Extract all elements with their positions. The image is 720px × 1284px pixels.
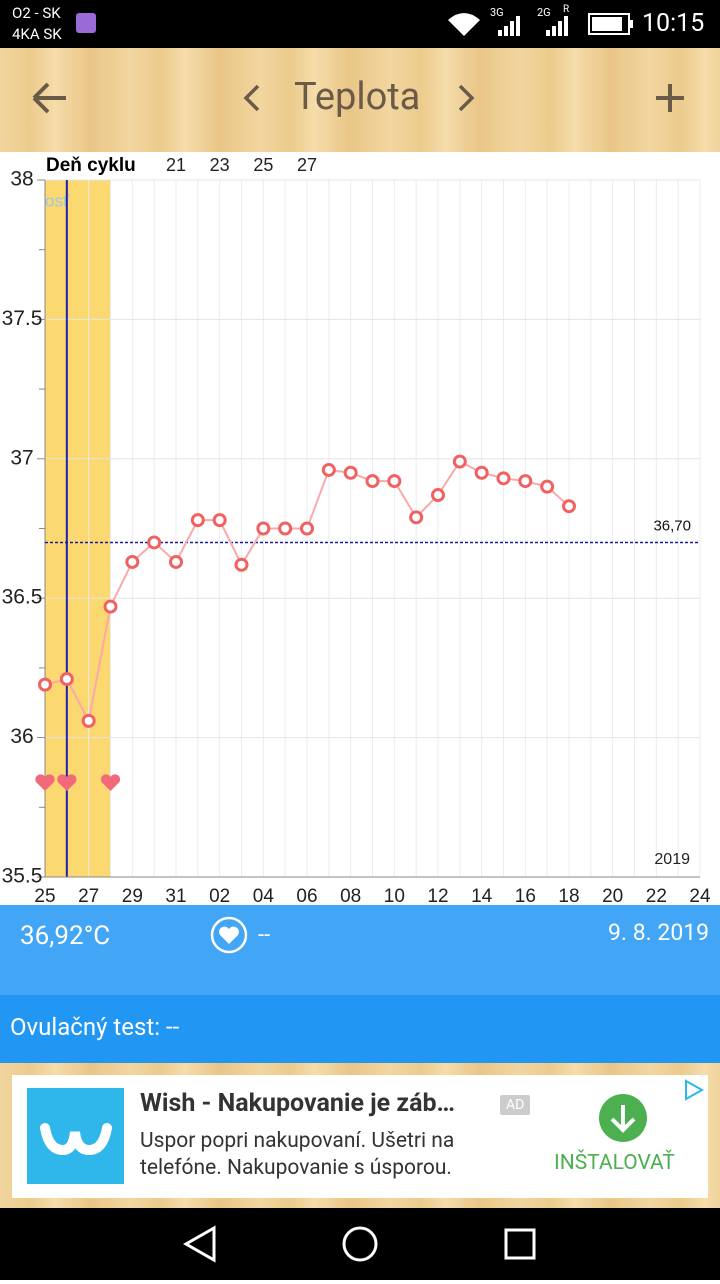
heart-icon xyxy=(100,774,121,791)
ad-badge: AD xyxy=(500,1095,531,1115)
x-tick-label: 31 xyxy=(165,886,186,905)
temperature-point xyxy=(343,465,358,480)
temperature-point xyxy=(147,535,162,550)
ad-logo xyxy=(27,1088,124,1184)
temperature-point xyxy=(562,499,576,514)
temperature-point xyxy=(540,479,555,494)
y-tick-label: 36.5 xyxy=(2,586,43,609)
ad-choices[interactable] xyxy=(682,1079,706,1101)
heart-icon xyxy=(35,774,55,791)
temperature-point xyxy=(81,713,96,728)
temperature-point xyxy=(409,510,424,525)
back-button[interactable] xyxy=(30,80,70,116)
x-tick-label: 12 xyxy=(427,886,448,905)
temperature-point xyxy=(256,521,271,536)
temperature-point xyxy=(431,488,445,503)
ad-area: Wish - Nakupovanie je záb… AD Uspor popr… xyxy=(0,1063,720,1208)
x-tick-label: 20 xyxy=(602,886,623,905)
toolbar-title: Teplota xyxy=(294,75,421,119)
cycle-day-label: 27 xyxy=(297,155,317,175)
nav-bar xyxy=(0,1208,720,1280)
temperature-point xyxy=(300,521,314,536)
x-tick-label: 10 xyxy=(384,886,405,905)
nav-recent[interactable] xyxy=(504,1228,536,1260)
ovulation-test: Ovulačný test: -- xyxy=(10,1013,180,1041)
temperature-point xyxy=(474,465,489,480)
temperature-point xyxy=(169,554,183,569)
prev-button[interactable] xyxy=(242,84,262,114)
cycle-day-label: 21 xyxy=(166,155,186,175)
cycle-day-label: 23 xyxy=(210,155,230,175)
chart: Deň cyklu osť 35.5 36 36.5 37 37.5 38 25 27 29 31 0… xyxy=(0,152,720,905)
net-label: R xyxy=(563,4,570,15)
ovulation-bar: Ovulačný test: -- xyxy=(0,995,720,1063)
nav-buttons xyxy=(182,1225,536,1263)
temperature-point xyxy=(321,462,336,477)
temperature: 36,92°C xyxy=(20,921,111,951)
date: 9. 8. 2019 xyxy=(608,919,710,946)
next-button[interactable] xyxy=(456,84,476,114)
ad-card[interactable]: Wish - Nakupovanie je záb… AD Uspor popr… xyxy=(12,1075,708,1198)
temperature-point xyxy=(518,474,533,489)
x-tick-label: 22 xyxy=(646,886,667,905)
ad-logo-glyph xyxy=(40,1123,112,1156)
temperature-point xyxy=(38,677,52,692)
gallery-icon xyxy=(76,13,96,33)
carrier: O2 - SK xyxy=(12,4,61,22)
status-bar: O2 - SK 4KA SK 3G 2G R 10:15 xyxy=(0,0,720,48)
x-tick-label: 29 xyxy=(122,886,143,905)
temperature-point xyxy=(387,474,402,489)
y-tick-label: 37.5 xyxy=(2,307,43,330)
add-button[interactable] xyxy=(654,82,686,114)
x-tick-label: 18 xyxy=(558,886,579,905)
signal-icons xyxy=(448,13,633,36)
net-label: 2G xyxy=(537,6,551,19)
temperature-point xyxy=(234,557,249,572)
carrier: 4KA SK xyxy=(12,25,62,43)
temperature-point xyxy=(278,521,293,536)
temperature-point xyxy=(125,554,140,569)
temperature-point xyxy=(452,454,467,469)
x-tick-label: 04 xyxy=(253,886,275,905)
info-panel: 36,92°C -- 9. 8. 2019 xyxy=(0,905,720,995)
temperature-point xyxy=(365,474,380,489)
toolbar: Teplota xyxy=(0,48,720,152)
heart-icon xyxy=(57,774,77,791)
year-label: 2019 xyxy=(654,851,690,868)
faded-label: osť xyxy=(45,191,70,210)
x-tick-label: 08 xyxy=(340,886,361,905)
period-band xyxy=(45,180,111,877)
ad-text: telefóne. Nakupovanie s úsporou. xyxy=(140,1156,452,1180)
sex-value: -- xyxy=(258,923,271,948)
x-tick-label: 02 xyxy=(209,886,230,905)
temperature-point xyxy=(103,599,118,614)
ad-install[interactable]: INŠTALOVAŤ xyxy=(554,1151,675,1175)
y-tick-label: 36 xyxy=(10,725,33,748)
cycle-day-label: 25 xyxy=(253,155,273,175)
x-tick-label: 27 xyxy=(78,886,99,905)
x-tick-label: 24 xyxy=(689,886,711,905)
y-tick-label: 35.5 xyxy=(2,865,43,888)
nav-back[interactable] xyxy=(182,1225,216,1263)
clock: 10:15 xyxy=(642,9,705,38)
x-tick-label: 14 xyxy=(471,886,493,905)
ad-title: Wish - Nakupovanie je záb… xyxy=(140,1089,456,1118)
net-label: 3G xyxy=(490,6,504,19)
temperature-point xyxy=(59,672,74,687)
temperature-point xyxy=(212,513,227,528)
y-tick-label: 38 xyxy=(10,168,33,191)
x-tick-label: 25 xyxy=(34,886,55,905)
x-tick-label: 06 xyxy=(296,886,317,905)
cycle-label: Deň cyklu xyxy=(46,155,136,176)
x-tick-label: 16 xyxy=(515,886,536,905)
y-tick-label: 37 xyxy=(10,446,33,469)
ad-text: Uspor popri nakupovaní. Ušetri na xyxy=(140,1129,455,1153)
nav-home[interactable] xyxy=(342,1226,378,1262)
temperature-point xyxy=(496,471,511,486)
temperature-point xyxy=(190,513,205,528)
coverline-label: 36,70 xyxy=(653,517,691,534)
heart-icon xyxy=(210,916,248,954)
ad-download-icon xyxy=(599,1094,647,1142)
